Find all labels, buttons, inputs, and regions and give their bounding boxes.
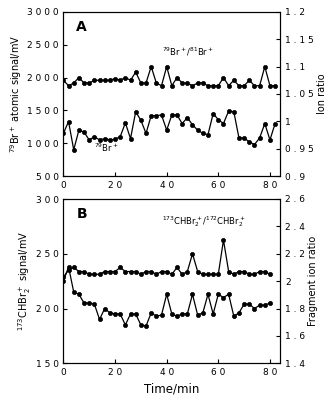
Text: $^{173}$CHBr$_2^+$: $^{173}$CHBr$_2^+$ <box>0 403 1 404</box>
Text: $^{79}$Br$^+$: $^{79}$Br$^+$ <box>94 142 119 154</box>
Text: B: B <box>76 207 87 221</box>
Text: $^{79}$Br$^+$/$^{81}$Br$^+$: $^{79}$Br$^+$/$^{81}$Br$^+$ <box>161 46 213 58</box>
X-axis label: Time/min: Time/min <box>144 383 200 396</box>
Y-axis label: $^{79}$Br$^+$ atomic signal/mV: $^{79}$Br$^+$ atomic signal/mV <box>8 35 24 153</box>
Y-axis label: Fragment ion ratio: Fragment ion ratio <box>308 236 318 326</box>
Y-axis label: Ion ratio: Ion ratio <box>317 74 327 114</box>
Text: $^{173}$CHBr$_2^+$/$^{172}$CHBr$_2^+$: $^{173}$CHBr$_2^+$/$^{172}$CHBr$_2^+$ <box>161 214 245 229</box>
Text: A: A <box>76 20 87 34</box>
Y-axis label: $^{173}$CHBr$_2^+$ signal/mV: $^{173}$CHBr$_2^+$ signal/mV <box>16 231 33 331</box>
